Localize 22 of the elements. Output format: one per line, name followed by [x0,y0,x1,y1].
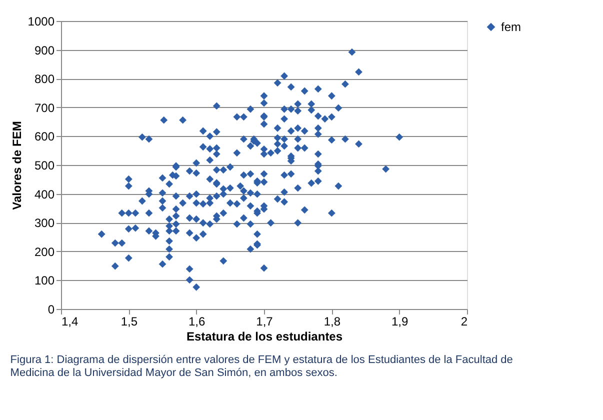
text: Figura 1: Diagrama de dispersión entre valores de FEM y estatura de los Estudiantes de la Facultad de Medicina de la Universidad Mayor de San Simón, en ambos sexos. [10,354,513,379]
y-tick-label: 200 [34,244,55,259]
y-tick-label: 900 [34,43,55,58]
y-tick-label: 500 [34,158,55,172]
x-tick-label: 1,4 [62,314,79,328]
x-tick-label: 1,6 [188,314,206,328]
y-tick-label: 700 [34,100,55,115]
x-tick-label: 1,9 [391,314,408,328]
x-axis-title: Estatura de los estudiantes [186,330,343,344]
y-axis-title: Valores de FEM [10,121,24,210]
y-tick-label: 1000 [28,14,55,28]
y-tick-label: 100 [34,274,55,288]
y-tick-label: 400 [34,187,55,202]
y-tick-label: 0 [48,302,55,316]
legend-label: fem [501,20,522,34]
y-tick-label: 300 [34,216,55,230]
x-tick-label: 1,7 [256,314,274,328]
x-tick-label: 2 [460,314,468,328]
y-tick-label: 600 [34,130,55,144]
x-tick-label: 1,8 [324,314,341,328]
x-tick-label: 1,5 [120,314,138,328]
y-tick-label: 800 [34,72,55,86]
